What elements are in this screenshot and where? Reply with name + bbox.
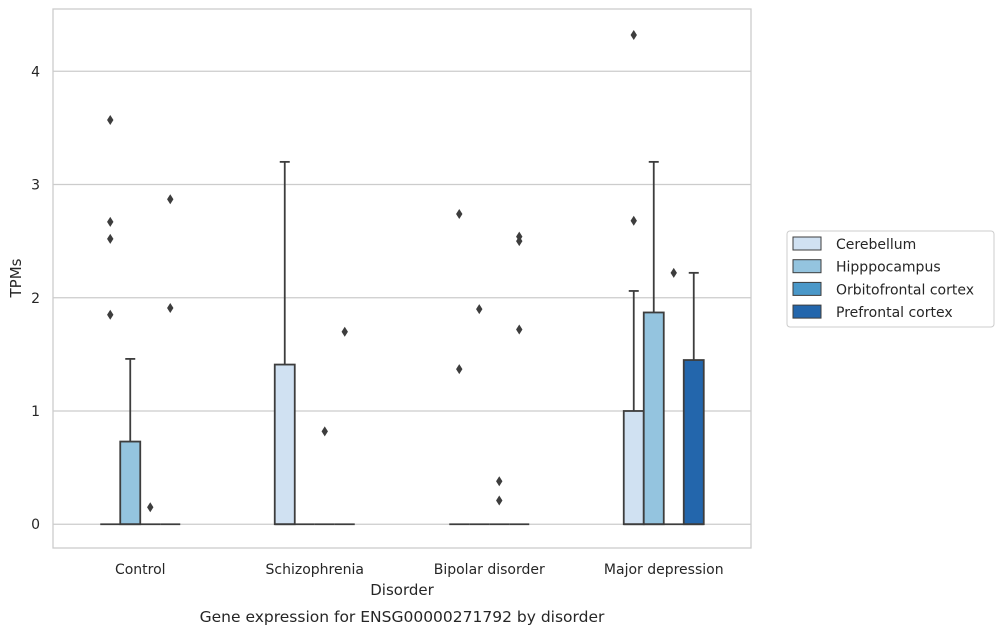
legend-label: Prefrontal cortex xyxy=(836,305,953,321)
outlier-layer xyxy=(107,30,677,513)
outlier-point xyxy=(496,495,503,506)
outlier-point xyxy=(341,326,348,337)
y-tick-label: 3 xyxy=(31,178,40,194)
outlier-point xyxy=(516,324,523,335)
outlier-point xyxy=(107,216,114,227)
box-rect xyxy=(273,363,296,526)
outlier-point xyxy=(670,267,677,278)
legend-items: Cerebellum Hipppocampus Orbitofrontal cort… xyxy=(792,236,974,321)
outlier-point xyxy=(496,476,503,487)
box-rect xyxy=(642,311,665,526)
box-rect xyxy=(622,410,645,526)
y-tick-label: 0 xyxy=(31,517,40,533)
outlier-point xyxy=(147,502,154,513)
box-group xyxy=(119,357,142,526)
x-axis-label: Disorder xyxy=(370,581,434,599)
plot-frame xyxy=(52,8,752,549)
box-rect xyxy=(682,359,705,526)
legend-label: Hipppocampus xyxy=(836,260,941,276)
y-tick-label: 2 xyxy=(31,291,40,307)
box-rect xyxy=(119,440,142,526)
legend-swatch xyxy=(792,281,822,296)
box-group xyxy=(622,290,645,526)
outlier-point xyxy=(456,364,463,375)
legend-frame xyxy=(786,230,995,328)
legend-label: Orbitofrontal cortex xyxy=(836,282,974,298)
legend-swatch xyxy=(792,236,822,251)
box-group xyxy=(682,271,705,526)
x-tick-label: Bipolar disorder xyxy=(434,562,545,578)
x-tick-label: Control xyxy=(115,562,166,578)
outlier-point xyxy=(107,309,114,320)
outlier-point xyxy=(167,302,174,313)
outlier-point xyxy=(630,215,637,226)
x-tick-label: Schizophrenia xyxy=(266,562,364,578)
box-group xyxy=(273,160,296,526)
y-tick-label: 1 xyxy=(31,404,40,420)
outlier-point xyxy=(476,304,483,315)
box-layer xyxy=(100,160,705,526)
box-group xyxy=(642,160,665,526)
outlier-point xyxy=(321,426,328,437)
legend-swatch xyxy=(792,259,822,274)
outlier-point xyxy=(516,236,523,247)
legend-swatch xyxy=(792,304,822,319)
x-tick-labels: Control Schizophrenia Bipolar disorder Majo… xyxy=(115,562,724,578)
outlier-point xyxy=(456,208,463,219)
y-tick-label: 4 xyxy=(31,64,40,80)
y-axis-label: TPMs xyxy=(7,258,25,298)
outlier-point xyxy=(107,114,114,125)
chart-caption: Gene expression for ENSG00000271792 by d… xyxy=(200,608,605,626)
y-tick-labels: 0 1 2 3 4 xyxy=(31,64,40,533)
x-tick-label: Major depression xyxy=(604,562,724,578)
outlier-point xyxy=(107,233,114,244)
outlier-point xyxy=(630,30,637,41)
legend: Cerebellum Hipppocampus Orbitofrontal cort… xyxy=(786,230,995,328)
outlier-point xyxy=(167,194,174,205)
legend-label: Cerebellum xyxy=(836,237,916,253)
